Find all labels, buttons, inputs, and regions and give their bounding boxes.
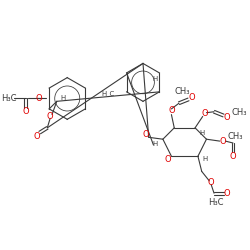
- Text: O: O: [47, 112, 54, 121]
- Text: H₃C: H₃C: [1, 94, 16, 103]
- Text: O: O: [142, 130, 149, 139]
- Text: H: H: [153, 141, 158, 147]
- Text: H: H: [152, 76, 157, 82]
- Text: H C: H C: [102, 91, 114, 97]
- Text: O: O: [189, 93, 196, 102]
- Text: O: O: [168, 106, 175, 115]
- Text: H: H: [200, 130, 205, 136]
- Text: O: O: [22, 107, 29, 116]
- Text: O: O: [230, 152, 236, 161]
- Text: H₃C: H₃C: [208, 198, 224, 207]
- Text: O: O: [224, 113, 230, 122]
- Text: O: O: [36, 94, 42, 103]
- Text: CH₃: CH₃: [231, 108, 246, 117]
- Text: O: O: [164, 154, 171, 164]
- Text: CH₃: CH₃: [227, 132, 242, 141]
- Text: O: O: [34, 132, 40, 141]
- Text: O: O: [224, 189, 230, 198]
- Text: O: O: [201, 109, 208, 118]
- Text: H: H: [60, 94, 66, 100]
- Text: O: O: [219, 136, 226, 145]
- Text: O: O: [208, 178, 214, 187]
- Text: H: H: [203, 156, 208, 162]
- Text: CH₃: CH₃: [174, 87, 190, 96]
